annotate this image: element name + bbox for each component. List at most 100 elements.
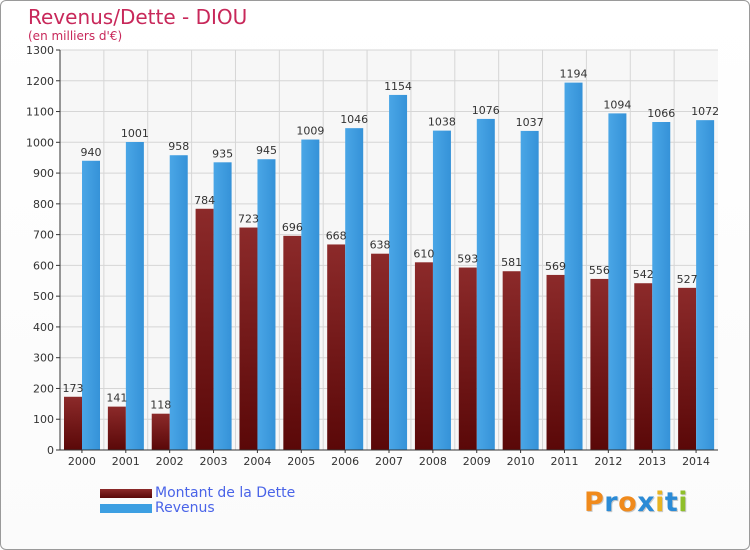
bar-debt [327, 244, 346, 450]
bar-revenue [257, 159, 276, 450]
chart-title: Revenus/Dette - DIOU [28, 5, 248, 29]
y-tick-label: 600 [33, 259, 54, 272]
data-label-debt: 784 [194, 194, 215, 207]
legend-label-revenue: Revenus [155, 500, 215, 516]
y-tick-label: 800 [33, 198, 54, 211]
bar-labels: 173 940 141 1001 118 958 784 935 723 945 696 1009 66… [63, 68, 720, 412]
logo-letter: x [637, 487, 656, 518]
bar-debt [634, 283, 653, 450]
bar-debt [678, 287, 697, 450]
bar-debt [546, 274, 565, 450]
bar-debt [64, 396, 82, 450]
data-label-debt: 696 [282, 221, 303, 234]
logo-letter: i [655, 487, 665, 518]
data-label-revenue: 1009 [296, 125, 324, 138]
logo-letter: i [678, 487, 689, 518]
bar-revenue [520, 130, 539, 450]
bar-revenue [696, 120, 715, 451]
data-label-revenue: 1037 [516, 116, 544, 129]
bar-debt [283, 235, 302, 450]
logo-letter: o [618, 487, 638, 518]
y-tick-label: 300 [33, 352, 54, 365]
x-tick-label: 2013 [638, 455, 666, 468]
y-tick-label: 1000 [26, 136, 54, 149]
logo-letter: t [664, 487, 679, 518]
bar-revenue [476, 118, 495, 450]
data-label-revenue: 1194 [560, 68, 588, 81]
data-label-revenue: 945 [256, 144, 277, 157]
x-tick-label: 2003 [200, 455, 228, 468]
data-label-debt: 610 [413, 247, 434, 260]
x-tick-label: 2010 [507, 455, 535, 468]
data-label-revenue: 1001 [121, 127, 149, 140]
data-label-debt: 173 [63, 382, 84, 395]
bar-revenue [564, 82, 583, 450]
y-tick-label: 100 [33, 413, 54, 426]
y-tick-label: 1100 [26, 106, 54, 119]
x-tick-label: 2012 [594, 455, 622, 468]
bar-debt [414, 262, 433, 450]
bar-debt [590, 278, 609, 450]
y-tick-label: 1200 [26, 75, 54, 88]
data-label-debt: 556 [589, 264, 610, 277]
x-tick-label: 2000 [68, 455, 96, 468]
bar-debt [371, 253, 390, 450]
y-tick-label: 1300 [26, 44, 54, 57]
bar-debt [239, 227, 258, 450]
legend-label-debt: Montant de la Dette [155, 485, 296, 501]
data-label-debt: 593 [457, 253, 478, 266]
x-tick-label: 2008 [419, 455, 447, 468]
bar-debt [151, 413, 170, 450]
bar-debt [195, 208, 214, 450]
y-tick-label: 900 [33, 167, 54, 180]
data-label-revenue: 1046 [340, 113, 368, 126]
bar-revenue [213, 162, 232, 451]
bar-revenue [389, 94, 408, 450]
axes [56, 49, 718, 453]
data-label-debt: 638 [370, 239, 391, 252]
legend-swatch-revenue [100, 504, 152, 513]
logo-letter: r [604, 487, 619, 518]
bar-revenue [82, 160, 100, 450]
bar-revenue [608, 113, 627, 450]
legend-swatch-debt [100, 489, 152, 498]
x-tick-label: 2009 [463, 455, 491, 468]
bar-revenue [169, 155, 188, 450]
data-label-revenue: 958 [168, 140, 189, 153]
y-tick-label: 500 [33, 290, 54, 303]
x-tick-label: 2006 [331, 455, 359, 468]
proxiti-logo: Proxiti [584, 487, 688, 518]
data-label-revenue: 1154 [384, 80, 412, 93]
y-tick-label: 700 [33, 229, 54, 242]
chart-subtitle: (en milliers d'€) [28, 29, 123, 43]
bar-debt [458, 267, 477, 450]
data-label-debt: 581 [501, 256, 522, 269]
y-tick-labels: 0 100 200 300 400 500 600 700 800 900 1000 1100 1200… [26, 44, 54, 457]
x-tick-label: 2002 [156, 455, 184, 468]
x-tick-label: 2001 [112, 455, 140, 468]
x-tick-label: 2011 [550, 455, 578, 468]
data-label-debt: 723 [238, 213, 259, 226]
data-label-debt: 668 [326, 229, 347, 242]
y-tick-label: 200 [33, 382, 54, 395]
x-tick-label: 2005 [287, 455, 315, 468]
data-label-revenue: 940 [81, 146, 102, 159]
bar-debt [107, 406, 126, 450]
bar-revenue [301, 139, 320, 451]
data-label-revenue: 1038 [428, 116, 456, 129]
data-label-revenue: 1072 [691, 105, 719, 118]
bars [64, 82, 715, 451]
bar-debt [502, 271, 521, 450]
x-tick-label: 2007 [375, 455, 403, 468]
bar-revenue [125, 142, 144, 450]
data-label-revenue: 1066 [647, 107, 675, 120]
data-label-debt: 118 [150, 399, 171, 412]
x-tick-labels: 2000 2001 2002 2003 2004 2005 2006 2007 2008 2009… [68, 455, 710, 468]
data-label-debt: 141 [106, 392, 127, 405]
x-tick-label: 2014 [682, 455, 710, 468]
bar-revenue [345, 128, 364, 450]
data-label-debt: 542 [633, 268, 654, 281]
bar-revenue [652, 122, 671, 450]
y-tick-label: 0 [47, 444, 54, 457]
data-label-revenue: 1076 [472, 104, 500, 117]
